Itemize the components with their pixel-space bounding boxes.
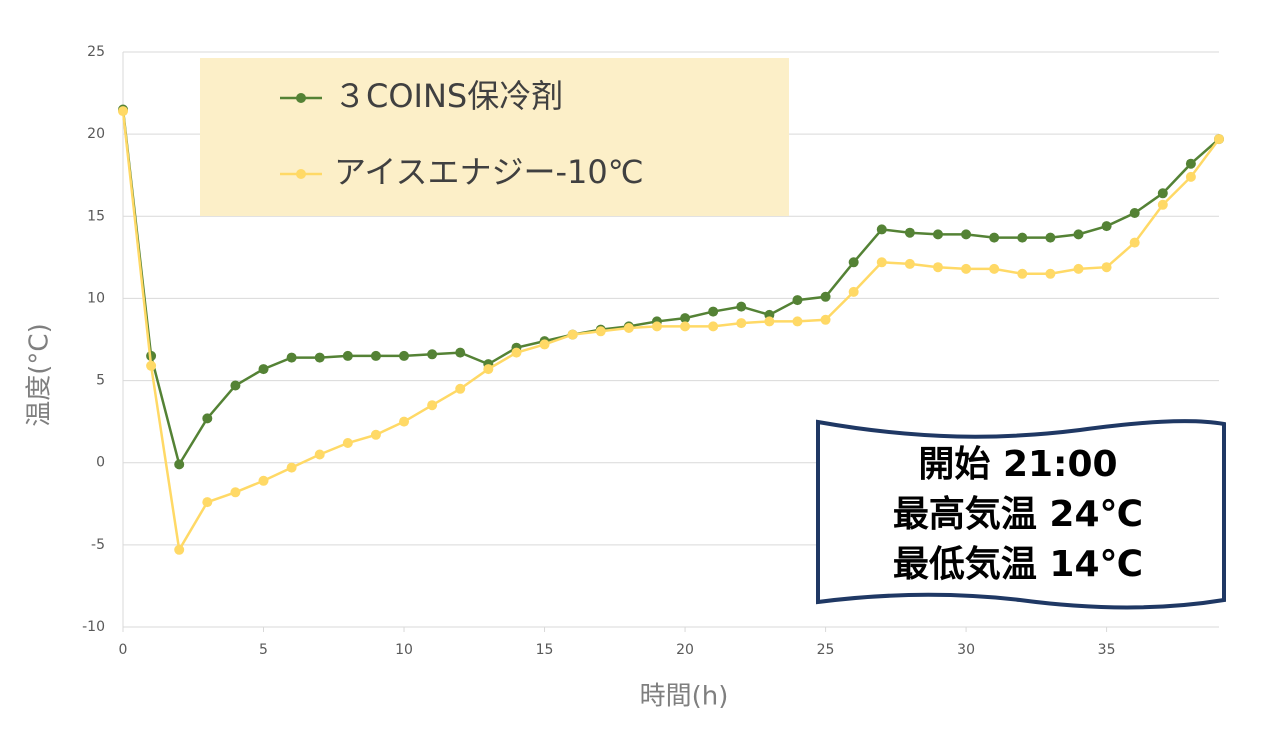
data-point: [820, 314, 831, 325]
x-tick-label: 10: [395, 642, 413, 658]
x-tick-label: 30: [957, 642, 975, 658]
data-point: [680, 321, 691, 332]
x-tick-label: 20: [676, 642, 694, 658]
data-point: [230, 487, 241, 498]
data-point: [1214, 134, 1224, 145]
data-point: [286, 462, 297, 473]
data-point: [764, 316, 775, 327]
data-point: [1129, 237, 1140, 248]
data-point: [1073, 263, 1084, 274]
y-axis-label: 温度(°C): [25, 323, 55, 426]
y-tick-label: 10: [87, 290, 105, 306]
info-box: [816, 419, 1226, 610]
x-axis-label: 時間(h): [640, 682, 729, 712]
y-tick-label: -5: [91, 537, 105, 553]
annotation: 開始 21:00: [918, 444, 1117, 485]
data-point: [230, 380, 241, 391]
y-tick-label: 25: [87, 44, 105, 60]
data-point: [848, 257, 859, 268]
data-point: [314, 449, 325, 460]
data-point: [399, 350, 410, 361]
data-point: [342, 438, 353, 448]
data-point: [989, 232, 1000, 243]
data-point: [539, 339, 550, 350]
annotation: 最低気温 14℃: [893, 544, 1143, 585]
data-point: [932, 262, 943, 273]
data-point: [455, 383, 466, 394]
data-point: [792, 316, 803, 327]
data-point: [1017, 232, 1028, 243]
data-point: [174, 459, 185, 470]
data-point: [876, 257, 887, 268]
data-point: [202, 413, 213, 424]
data-point: [455, 347, 466, 358]
data-point: [370, 429, 381, 440]
data-point: [1185, 158, 1196, 169]
x-tick-label: 15: [536, 642, 554, 658]
data-point: [820, 291, 831, 302]
data-point: [1157, 199, 1168, 210]
data-point: [932, 229, 943, 240]
data-point: [567, 329, 578, 340]
data-point: [511, 347, 522, 358]
x-tick-label: 0: [119, 642, 128, 658]
data-point: [736, 318, 747, 329]
data-point: [286, 352, 297, 363]
data-point: [1073, 229, 1084, 240]
data-point: [314, 352, 325, 363]
legend-box: [200, 58, 789, 216]
data-point: [792, 295, 803, 306]
data-point: [651, 321, 662, 332]
data-point: [848, 286, 859, 297]
series-line: [121, 111, 1221, 554]
data-point: [623, 323, 634, 333]
data-point: [680, 313, 691, 324]
x-tick-label: 5: [259, 642, 268, 658]
series-line: [121, 109, 1220, 468]
data-point: [483, 364, 494, 375]
annotation: 最高気温 24℃: [893, 494, 1143, 535]
data-point: [370, 350, 381, 361]
data-point: [1017, 268, 1028, 279]
data-point: [1157, 188, 1168, 199]
data-point: [904, 258, 915, 269]
data-point: [1045, 232, 1056, 243]
data-point: [118, 106, 128, 117]
data-point: [1045, 268, 1056, 279]
data-point: [202, 497, 213, 508]
data-point: [989, 263, 1000, 274]
data-point: [1185, 171, 1196, 182]
data-point: [1101, 221, 1112, 232]
y-tick-label: 15: [87, 208, 105, 224]
data-point: [961, 263, 972, 274]
legend-marker: [296, 93, 306, 103]
y-tick-label: 0: [96, 455, 105, 471]
data-point: [258, 364, 269, 375]
x-tick-label: 35: [1098, 642, 1116, 658]
data-point: [708, 321, 719, 332]
legend-label: ３COINS保冷剤: [334, 77, 563, 115]
data-point: [1129, 208, 1140, 218]
y-tick-label: 5: [96, 373, 105, 389]
data-point: [342, 350, 353, 361]
data-point: [399, 416, 410, 427]
data-point: [708, 306, 719, 317]
data-point: [876, 224, 887, 235]
data-point: [174, 544, 185, 555]
data-point: [1101, 262, 1112, 273]
legend-marker: [296, 169, 306, 179]
x-tick-label: 25: [817, 642, 835, 658]
data-point: [427, 400, 438, 411]
data-point: [595, 326, 606, 337]
data-point: [961, 229, 972, 240]
data-point: [427, 349, 438, 360]
data-point: [904, 227, 915, 238]
data-point: [736, 301, 747, 312]
data-point: [258, 475, 269, 486]
y-tick-label: 20: [87, 126, 105, 142]
legend-label: アイスエナジー-10℃: [334, 153, 644, 191]
y-tick-label: -10: [82, 619, 105, 635]
data-point: [146, 360, 157, 371]
